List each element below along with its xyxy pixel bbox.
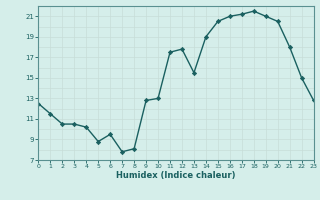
X-axis label: Humidex (Indice chaleur): Humidex (Indice chaleur) <box>116 171 236 180</box>
